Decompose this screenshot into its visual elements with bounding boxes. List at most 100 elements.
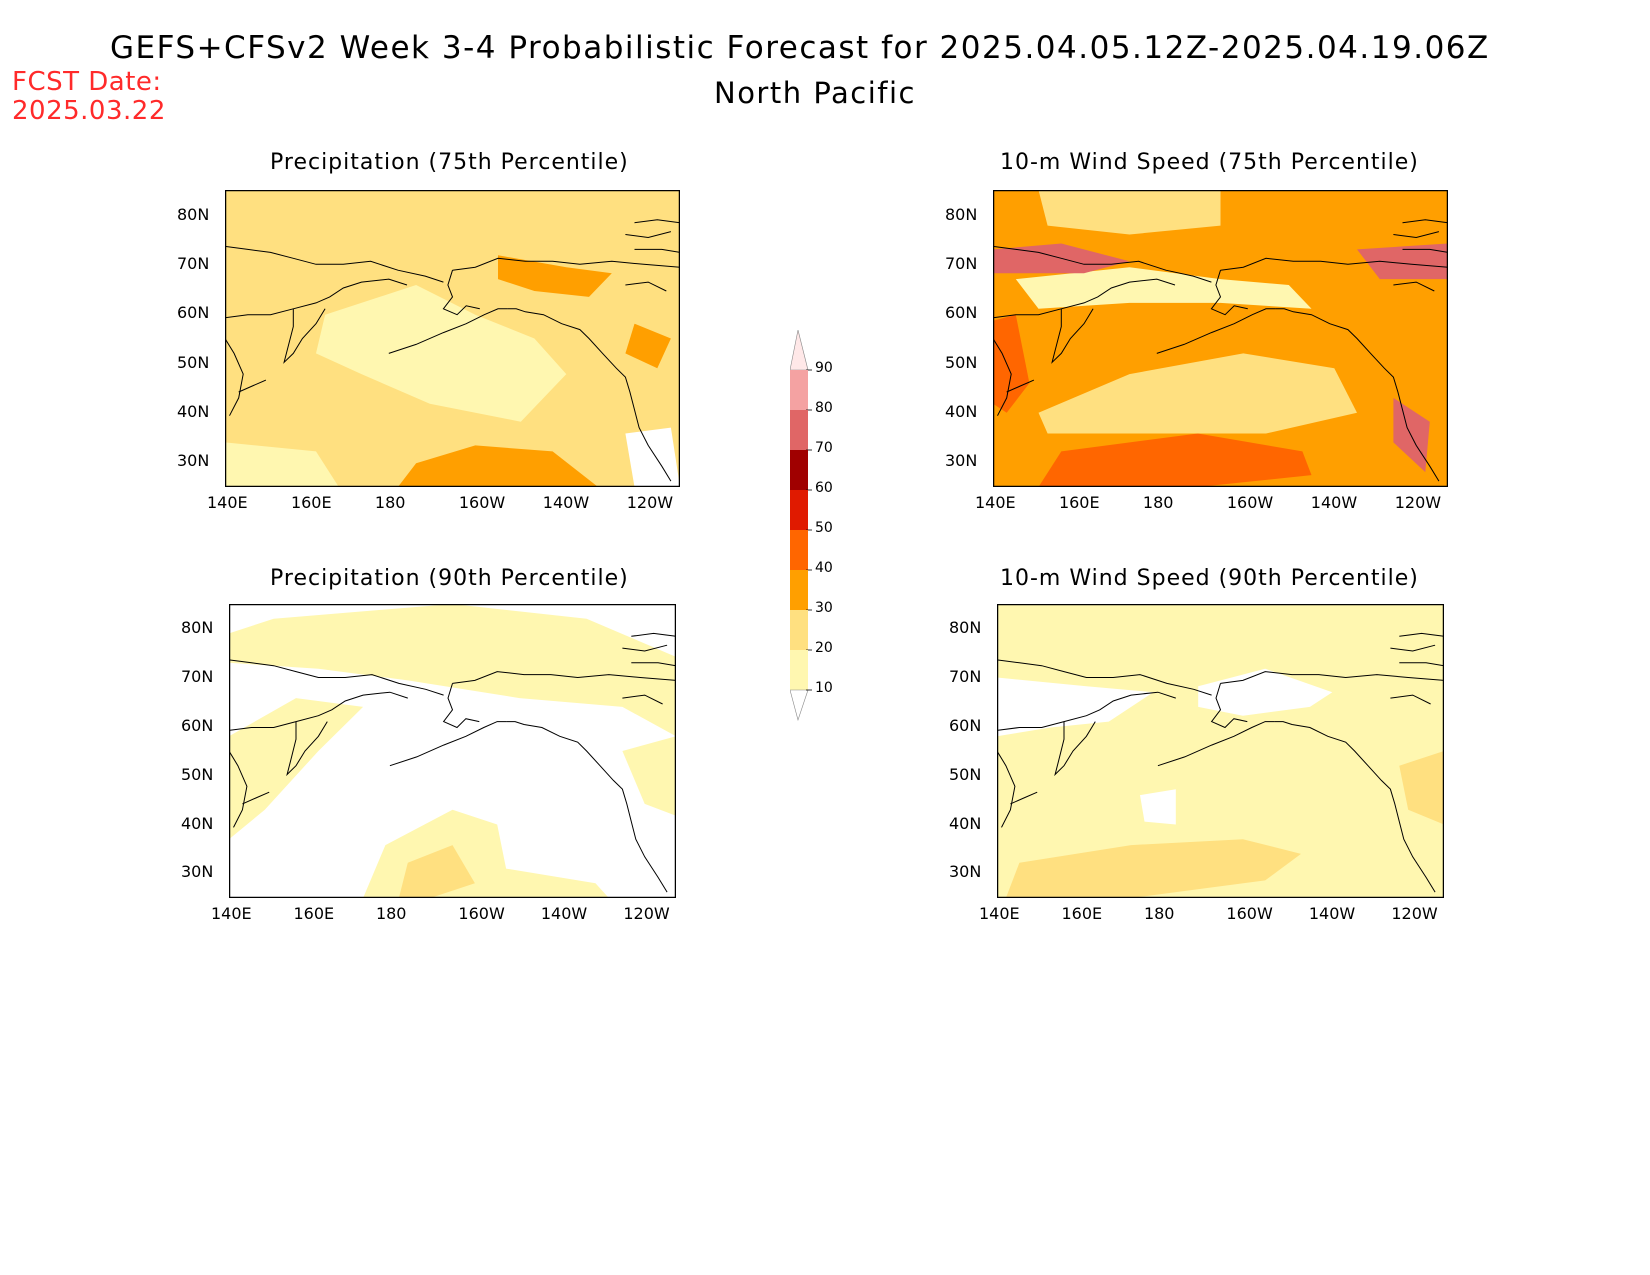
contour-region	[1393, 397, 1430, 473]
coastline	[1054, 721, 1096, 777]
coastline	[389, 721, 507, 767]
lat-tick-label: 70N	[177, 253, 210, 273]
lat-tick-label: 60N	[181, 716, 214, 735]
coastline	[997, 659, 1212, 696]
lon-tick-label: 140W	[1310, 493, 1358, 512]
panel-title-wind-75: 10-m Wind Speed (75th Percentile)	[1000, 150, 1419, 175]
coastline	[229, 691, 408, 731]
coastline	[1399, 632, 1444, 637]
contour-region	[622, 736, 676, 816]
contour-region	[997, 677, 1154, 737]
lat-tick-label: 80N	[945, 204, 978, 224]
colorbar-label: 50	[815, 520, 833, 536]
colorbar-segment	[790, 490, 808, 530]
contour-region	[1357, 243, 1448, 280]
coastline	[622, 694, 663, 705]
lat-tick-label: 80N	[177, 204, 210, 224]
colorbar-segment	[790, 570, 808, 610]
coastline	[1210, 270, 1248, 316]
colorbar-segment	[790, 650, 808, 690]
coastline	[1275, 308, 1440, 482]
lat-tick-label: 60N	[945, 303, 978, 323]
lon-tick-label: 140E	[207, 493, 248, 512]
fcst-date: FCST Date: 2025.03.22	[12, 68, 166, 126]
coastline	[1210, 683, 1248, 729]
coastline	[1402, 219, 1448, 224]
coastline	[442, 683, 480, 729]
colorbar-segment	[790, 610, 808, 650]
map-precip-90	[229, 604, 676, 898]
colorbar	[790, 330, 812, 722]
map-wind-75	[993, 190, 1448, 487]
colorbar-label: 40	[815, 560, 833, 576]
lon-tick-label: 160E	[290, 493, 332, 512]
lon-tick-label: 160W	[1226, 493, 1274, 512]
colorbar-segment	[790, 330, 809, 371]
coastline	[997, 691, 1176, 731]
contour-region	[1140, 789, 1176, 825]
map-frame	[993, 190, 1448, 487]
lat-tick-label: 80N	[181, 618, 214, 638]
lat-tick-label: 50N	[949, 764, 982, 784]
coastline	[1390, 694, 1431, 705]
colorbar-segment	[790, 689, 809, 722]
lon-tick-label: 180	[1143, 904, 1175, 923]
colorbar-segment	[790, 370, 808, 410]
contour-region	[1038, 190, 1221, 235]
panel-title-precip-75: Precipitation (75th Percentile)	[270, 150, 629, 175]
coastline	[634, 248, 680, 253]
coastline	[229, 659, 444, 696]
map-frame	[229, 604, 676, 898]
lon-tick-label: 160W	[458, 493, 506, 512]
coastline	[442, 270, 480, 316]
coastline	[631, 662, 676, 667]
lon-tick-label: 160W	[1226, 904, 1273, 923]
lon-tick-label: 160E	[1058, 493, 1100, 512]
contour-region	[397, 445, 599, 487]
colorbar-segment	[790, 450, 808, 490]
coastline	[1390, 644, 1436, 652]
lat-tick-label: 40N	[177, 401, 210, 421]
lon-tick-label: 140W	[542, 493, 590, 512]
coastline	[1006, 379, 1035, 393]
lat-tick-label: 70N	[181, 667, 214, 687]
fcst-date-label: FCST Date:	[12, 67, 162, 97]
page-subtitle: North Pacific	[714, 76, 916, 110]
lon-tick-label: 160E	[293, 904, 335, 923]
coastline	[388, 308, 508, 354]
lon-tick-label: 140E	[211, 904, 252, 923]
contour-region	[993, 314, 1030, 413]
coastline	[631, 632, 676, 637]
lon-tick-label: 180	[375, 904, 407, 923]
coastline	[1010, 791, 1038, 805]
coastline	[622, 644, 668, 652]
lon-tick-label: 140E	[975, 493, 1016, 512]
lon-tick-label: 160E	[1061, 904, 1103, 923]
map-precip-75	[225, 190, 680, 487]
coastline	[452, 671, 676, 684]
map-frame	[997, 604, 1444, 898]
lon-tick-label: 180	[374, 493, 406, 512]
lon-tick-label: 140W	[540, 904, 588, 923]
coastline	[1220, 257, 1448, 271]
coastline	[286, 721, 328, 777]
contour-region	[625, 323, 671, 369]
coastline	[993, 245, 1212, 283]
lat-tick-label: 50N	[945, 352, 978, 372]
colorbar-label: 60	[815, 480, 833, 496]
lon-tick-label: 160W	[458, 904, 505, 923]
coastline	[993, 338, 1012, 416]
coastline	[507, 308, 672, 482]
lon-tick-label: 120W	[1394, 493, 1442, 512]
lon-tick-label: 180	[1142, 493, 1174, 512]
lat-tick-label: 80N	[949, 618, 982, 638]
colorbar-label: 20	[815, 640, 833, 656]
coastline	[283, 308, 326, 364]
contour-region	[229, 604, 676, 737]
lat-tick-label: 40N	[181, 813, 214, 833]
colorbar-label: 30	[815, 600, 833, 616]
contour-region	[316, 285, 567, 422]
contour-region	[1198, 668, 1333, 716]
coastline	[1402, 248, 1448, 253]
contour-region	[1399, 751, 1444, 825]
